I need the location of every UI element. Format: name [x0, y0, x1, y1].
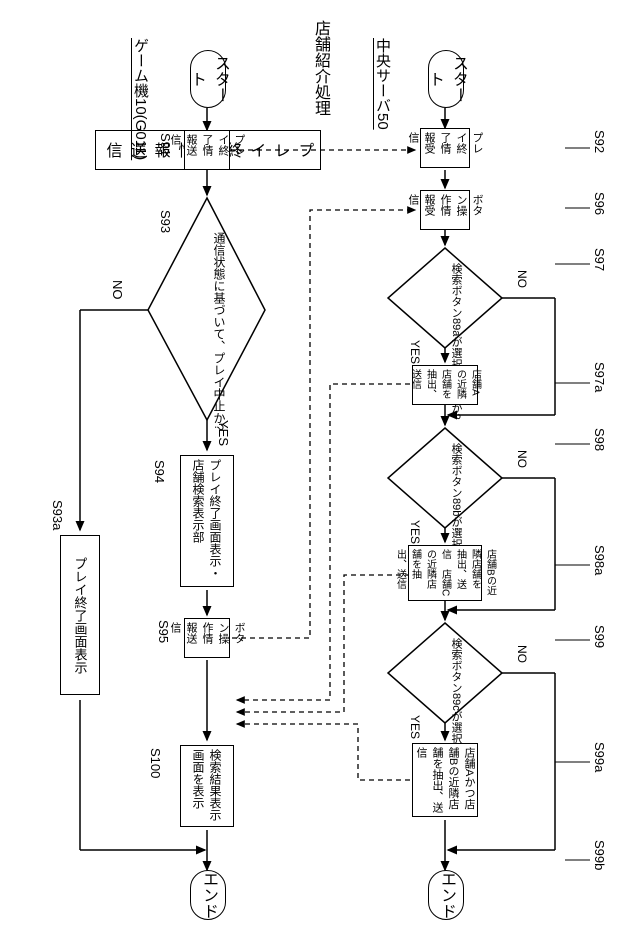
lbl-s95: S95 [156, 620, 171, 643]
s94: プレイ終了画面表示・店舗検索表示部 [180, 455, 234, 587]
lbl-s93a: S93a [50, 500, 65, 530]
right-start: スタート [428, 50, 464, 108]
left-end-text: エンド [196, 871, 220, 919]
lbl-s99: S99 [592, 625, 607, 648]
s91: プレイ終了情報送信 [184, 130, 230, 170]
left-end: エンド [190, 870, 226, 920]
s97-no: NO [515, 270, 529, 288]
lbl-s93: S93 [158, 210, 173, 233]
s99-no: NO [515, 645, 529, 663]
lbl-s99b: S99b [592, 840, 607, 870]
s96: ボタン操作情報受信 [420, 190, 470, 230]
lbl-s97: S97 [592, 248, 607, 271]
left-start: スタート [190, 50, 226, 108]
lbl-s96: S96 [592, 192, 607, 215]
s98-no: NO [515, 450, 529, 468]
right-end-text: エンド [434, 871, 458, 919]
s93-no: NO [110, 280, 125, 300]
lbl-s98a: S98a [592, 545, 607, 575]
s100: 検索結果表示画面を表示 [180, 745, 234, 827]
lbl-s99a: S99a [592, 742, 607, 772]
s98-yes: YES [408, 520, 422, 544]
s92: プレイ終了情報受信 [420, 128, 470, 168]
s99a: 店舗Aかつ店舗Bの近隣店舗を抽出、送信 [412, 743, 478, 817]
proc-title: 店舗紹介処理 [308, 20, 332, 116]
lbl-s91: S91 [158, 133, 173, 156]
right-start-text: スタート [422, 51, 470, 107]
s97-yes: YES [408, 340, 422, 364]
right-header: 中央サーバ50 [372, 38, 393, 130]
right-end: エンド [428, 870, 464, 920]
lbl-s97a: S97a [592, 362, 607, 392]
s93-text: 通信状態に基づいて、プレイ中止か? [190, 232, 226, 431]
s99-yes: YES [408, 715, 422, 739]
s97a: 店舗Aの近隣店舗を抽出、送信 [412, 365, 478, 405]
s93-yes: YES [216, 420, 231, 446]
lbl-s100: S100 [148, 748, 163, 778]
lbl-s94: S94 [152, 460, 167, 483]
lbl-s98: S98 [592, 428, 607, 451]
lbl-s92: S92 [592, 130, 607, 153]
s95: ボタン操作情報送信 [184, 618, 230, 658]
s98a: 店舗Bの近隣店舗を抽出、送信 店舗Cの近隣店舗を抽出、送信 [408, 545, 482, 601]
left-start-text: スタート [184, 51, 232, 107]
s93a: プレイ終了画面表示 [60, 535, 100, 695]
